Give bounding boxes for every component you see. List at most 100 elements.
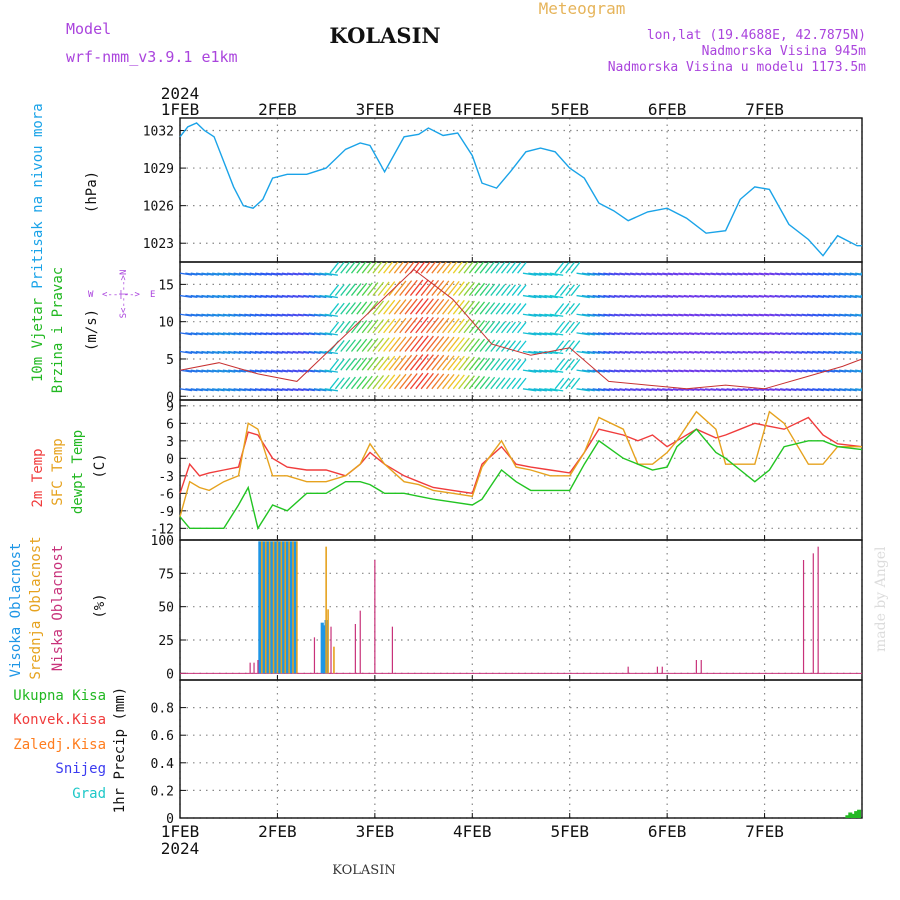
wind-barb [613,388,626,392]
wind-barb [201,369,214,373]
wind-barb [822,369,835,373]
convective-label: Konvek.Kisa [13,712,106,728]
wind-barb [608,388,620,392]
wind-barb [372,281,385,296]
wind-barb [753,332,765,336]
wind-barb [436,299,450,315]
wind-barb [180,332,193,336]
wind-barb [576,313,590,317]
panel-2: 0 5 10 15 [158,261,863,405]
cloud-bar [327,609,329,674]
wind-barb [763,294,775,298]
wind-barb [228,332,241,336]
cloud-bar [262,541,266,674]
wind-barb [694,369,706,373]
wind-barb [651,350,663,354]
wind-barb [694,350,706,354]
wind-barb [619,350,631,354]
wind-barb [484,320,496,334]
wind-barb [587,294,600,299]
wind-barb [447,374,460,390]
wind-barb [254,369,267,373]
wind-barb [340,358,351,371]
wind-barb [721,369,733,373]
wind-barb [249,369,262,373]
wind-barb [495,321,506,334]
wind-barb [495,377,506,390]
wind-barb [313,350,327,355]
wind-barb [565,358,575,371]
wind-barb [549,272,564,276]
altitude-label: Nadmorska Visina 945m [702,44,867,59]
wind-barb [244,313,257,317]
year-top: 2024 [161,84,200,103]
wind-barb [452,318,465,334]
cloud-bar [802,560,805,674]
cloud-bar [661,666,663,674]
wind-barb [855,350,862,354]
wind-barb [731,388,743,392]
wind-barb [458,356,470,371]
wind-barb [356,282,368,296]
wind-barb [217,294,231,299]
wind-barb [377,318,390,334]
wind-barb [613,313,626,317]
wind-barb [463,282,475,296]
wind-barb [409,335,424,352]
wind-barb [630,350,642,354]
wind-barb [399,373,413,390]
wind-barb [458,374,470,390]
wind-barb [308,313,321,317]
wind-barb [630,332,642,336]
wind-barb [844,332,857,336]
wind-barb [340,321,351,334]
wind-barb [324,369,338,373]
wind-barb [624,369,636,373]
y-tick-label: 0 [166,452,174,467]
wind-barb [763,350,775,354]
wind-barb [635,294,647,298]
wind-barb [822,294,835,298]
wind-barb [747,332,759,336]
wind-barb [549,369,564,373]
wind-barb [849,272,862,276]
snow-label: Snijeg [55,761,106,777]
wind-barb [742,388,754,392]
wind-barb [683,332,695,336]
wind-barb [452,337,465,352]
y-tick-label: 0 [166,390,174,405]
wind-barb [855,388,862,391]
date-labels-bottom: 1FEB 2FEB 3FEB 4FEB 5FEB 6FEB 7FEB [161,822,784,841]
wind-barb [479,357,491,371]
panels: 1023102610291032051015-12-9-6-3036902550… [143,117,863,827]
wind-barb [688,313,700,317]
wind-barb [399,280,413,296]
wind-barb [726,272,738,276]
wind-barb [640,313,652,317]
wind-barb [276,313,288,317]
compass-west: W [88,290,94,300]
wind-barb [699,388,711,392]
wind-barb [646,350,658,354]
wind-barb [672,369,684,373]
wind-barb [565,284,575,296]
wind-barb [388,299,401,315]
wind-barb [270,388,283,392]
wind-barb [447,299,460,315]
date-label-bottom-1: 2FEB [258,822,297,841]
wind-barb [479,339,491,352]
wind-barb [190,369,203,373]
wind-barb [506,358,516,371]
wind-barb [640,332,652,336]
wind-barb [528,313,542,317]
wind-barb [640,369,652,373]
wind-barb [185,332,198,336]
wind-barb [388,374,401,390]
wind-barb [774,272,786,276]
wind-barb [581,369,595,373]
wind-barb [688,388,700,392]
wind-barb [780,313,792,317]
wind-barb [801,313,814,317]
wind-barb [688,332,700,336]
wind-barb [656,332,668,336]
